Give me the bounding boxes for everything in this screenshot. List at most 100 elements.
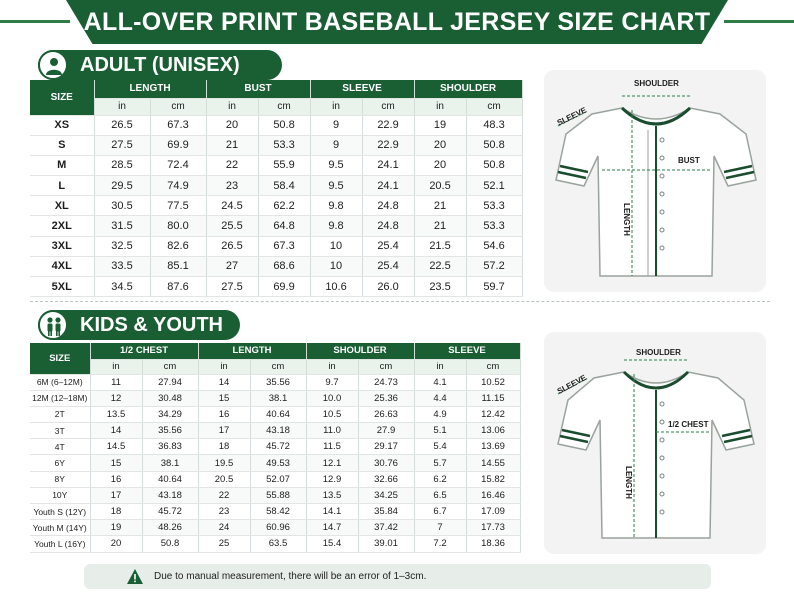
measurement-cell: 29.5 bbox=[94, 175, 151, 197]
measurement-cell: 52.07 bbox=[250, 471, 307, 488]
measurement-cell: 24.1 bbox=[362, 155, 415, 177]
size-cell: 4XL bbox=[30, 256, 95, 278]
measurement-cell: 38.1 bbox=[142, 454, 199, 472]
measurement-cell: 27.5 bbox=[206, 276, 259, 298]
adult-jersey-illustration bbox=[555, 95, 757, 277]
measurement-cell: 18.36 bbox=[466, 535, 521, 553]
measurement-cell: 24.73 bbox=[358, 374, 415, 391]
measurement-cell: 26.0 bbox=[362, 276, 415, 298]
measurement-cell: 15 bbox=[90, 454, 143, 472]
column-group-header: SLEEVE bbox=[414, 343, 521, 360]
table-row: XS 26.5 67.3 20 50.8 9 22.9 19 48.3 bbox=[30, 115, 523, 136]
measurement-cell: 20 bbox=[414, 135, 467, 156]
column-group-header: LENGTH bbox=[94, 80, 207, 99]
size-cell: Youth S (12Y) bbox=[30, 503, 91, 521]
measurement-cell: 12 bbox=[90, 390, 143, 407]
unit-header: in bbox=[414, 98, 467, 116]
measurement-cell: 6.2 bbox=[414, 471, 467, 488]
table-row: 12M (12–18M) 12 30.48 15 38.1 10.0 25.36 4.4 11.… bbox=[30, 390, 521, 407]
kids-jersey-illustration bbox=[557, 359, 755, 539]
measurement-cell: 5.4 bbox=[414, 438, 467, 456]
unit-header: cm bbox=[142, 359, 199, 375]
measurement-cell: 9.7 bbox=[306, 374, 359, 391]
table-row: M 28.5 72.4 22 55.9 9.5 24.1 20 50.8 bbox=[30, 155, 523, 177]
unit-header: cm bbox=[466, 98, 523, 116]
measurement-cell: 6.5 bbox=[414, 487, 467, 505]
column-group-header: LENGTH bbox=[198, 343, 307, 360]
banner-stripe-right bbox=[724, 20, 794, 23]
measurement-cell: 25.4 bbox=[362, 256, 415, 278]
measurement-cell: 14.7 bbox=[306, 519, 359, 537]
measurement-cell: 50.8 bbox=[466, 135, 523, 156]
measurement-cell: 22.5 bbox=[414, 256, 467, 278]
kids-size-table: SIZE 1/2 CHEST LENGTH SHOULDER SLEEVE in… bbox=[30, 343, 521, 553]
measurement-cell: 4.9 bbox=[414, 406, 467, 424]
page-title: ALL-OVER PRINT BASEBALL JERSEY SIZE CHAR… bbox=[83, 8, 711, 36]
measurement-cell: 17.09 bbox=[466, 503, 521, 521]
measurement-cell: 80.0 bbox=[150, 215, 207, 237]
measurement-cell: 12.42 bbox=[466, 406, 521, 424]
measurement-cell: 9 bbox=[310, 135, 363, 156]
column-group-header: SHOULDER bbox=[306, 343, 415, 360]
measurement-cell: 5.1 bbox=[414, 422, 467, 440]
measurement-cell: 30.76 bbox=[358, 454, 415, 472]
measurement-cell: 34.5 bbox=[94, 276, 151, 298]
measurement-cell: 23 bbox=[198, 503, 251, 521]
table-row: 2T 13.5 34.29 16 40.64 10.5 26.63 4.9 12.42 bbox=[30, 406, 521, 424]
measurement-cell: 55.9 bbox=[258, 155, 311, 177]
measurement-cell: 49.53 bbox=[250, 454, 307, 472]
measurement-cell: 30.48 bbox=[142, 390, 199, 407]
measurement-cell: 35.56 bbox=[142, 422, 199, 440]
measurement-cell: 37.42 bbox=[358, 519, 415, 537]
measurement-cell: 72.4 bbox=[150, 155, 207, 177]
table-row: 3XL 32.5 82.6 26.5 67.3 10 25.4 21.5 54.6 bbox=[30, 236, 523, 257]
measurement-note: Due to manual measurement, there will be… bbox=[84, 564, 711, 589]
measurement-cell: 5.7 bbox=[414, 454, 467, 472]
measurement-cell: 9.8 bbox=[310, 195, 363, 217]
measurement-cell: 57.2 bbox=[466, 256, 523, 278]
measurement-cell: 22.9 bbox=[362, 115, 415, 136]
measurement-cell: 14.55 bbox=[466, 454, 521, 472]
size-cell: 8Y bbox=[30, 471, 91, 488]
kids-section-heading: KIDS & YOUTH bbox=[38, 310, 240, 340]
column-group-header: 1/2 CHEST bbox=[90, 343, 199, 360]
chest-label: 1/2 CHEST bbox=[668, 420, 709, 429]
measurement-cell: 14.5 bbox=[90, 438, 143, 456]
measurement-cell: 7.2 bbox=[414, 535, 467, 553]
adult-heading-text: ADULT (UNISEX) bbox=[80, 54, 240, 76]
measurement-cell: 20 bbox=[90, 535, 143, 553]
size-cell: 6Y bbox=[30, 454, 91, 472]
table-row: 4XL 33.5 85.1 27 68.6 10 25.4 22.5 57.2 bbox=[30, 256, 523, 278]
measurement-cell: 35.84 bbox=[358, 503, 415, 521]
adult-jersey-diagram: SHOULDER SLEEVE BUST LENGTH bbox=[544, 70, 766, 292]
unit-header: cm bbox=[150, 98, 207, 116]
measurement-cell: 19 bbox=[90, 519, 143, 537]
unit-header: in bbox=[310, 98, 363, 116]
table-row: 4T 14.5 36.83 18 45.72 11.5 29.17 5.4 13.69 bbox=[30, 438, 521, 456]
measurement-cell: 29.17 bbox=[358, 438, 415, 456]
measurement-cell: 16 bbox=[198, 406, 251, 424]
measurement-cell: 25.4 bbox=[362, 236, 415, 257]
unit-header: in bbox=[306, 359, 359, 375]
measurement-cell: 32.5 bbox=[94, 236, 151, 257]
measurement-cell: 36.83 bbox=[142, 438, 199, 456]
measurement-cell: 11.0 bbox=[306, 422, 359, 440]
size-cell: 4T bbox=[30, 438, 91, 456]
banner-stripe-left bbox=[0, 20, 70, 23]
measurement-cell: 55.88 bbox=[250, 487, 307, 505]
unit-header: in bbox=[206, 98, 259, 116]
table-row: Youth L (16Y) 20 50.8 25 63.5 15.4 39.01 7.2 18.… bbox=[30, 535, 521, 553]
column-group-header: SHOULDER bbox=[414, 80, 523, 99]
measurement-cell: 7 bbox=[414, 519, 467, 537]
measurement-cell: 39.01 bbox=[358, 535, 415, 553]
measurement-cell: 25.5 bbox=[206, 215, 259, 237]
measurement-cell: 63.5 bbox=[250, 535, 307, 553]
measurement-cell: 10.5 bbox=[306, 406, 359, 424]
measurement-cell: 68.6 bbox=[258, 256, 311, 278]
measurement-cell: 23 bbox=[206, 175, 259, 197]
measurement-cell: 45.72 bbox=[250, 438, 307, 456]
table-row: 10Y 17 43.18 22 55.88 13.5 34.25 6.5 16.46 bbox=[30, 487, 521, 505]
measurement-cell: 9 bbox=[310, 115, 363, 136]
measurement-cell: 10 bbox=[310, 256, 363, 278]
size-cell: 5XL bbox=[30, 276, 95, 298]
